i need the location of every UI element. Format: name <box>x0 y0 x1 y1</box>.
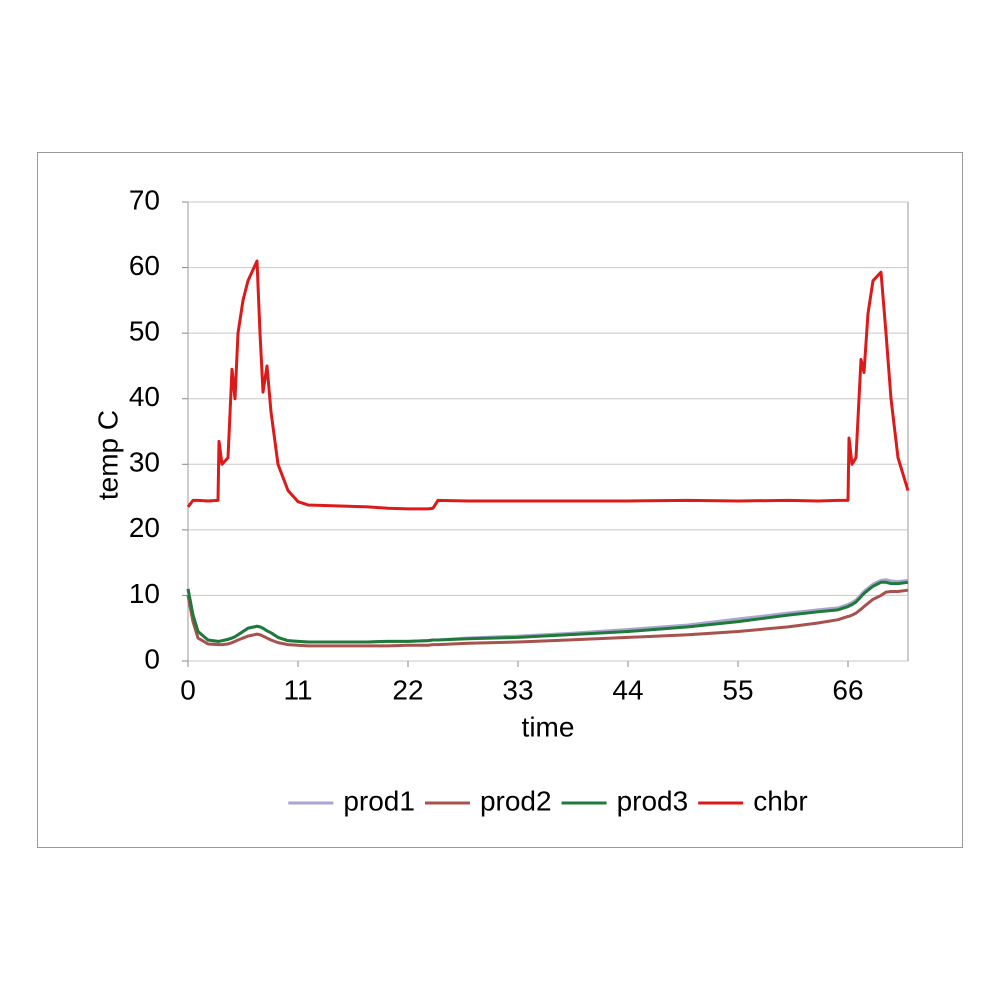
x-tick-label: 33 <box>502 674 533 705</box>
y-tick-label: 10 <box>129 578 160 609</box>
x-tick-label: 11 <box>283 674 312 705</box>
y-tick-label: 20 <box>129 512 160 543</box>
y-tick-label: 50 <box>129 316 160 347</box>
y-tick-label: 0 <box>144 643 160 674</box>
series-line <box>186 259 910 511</box>
legend-label: prod3 <box>617 785 689 816</box>
y-tick-label: 70 <box>129 184 160 215</box>
legend-label: chbr <box>753 785 807 816</box>
y-axis-label: temp C <box>92 410 123 500</box>
x-tick-label: 44 <box>612 674 643 705</box>
legend-label: prod2 <box>480 785 552 816</box>
y-tick-label: 40 <box>129 381 160 412</box>
x-tick-label: 22 <box>392 674 423 705</box>
x-tick-label: 0 <box>180 674 196 705</box>
y-tick-label: 30 <box>129 447 160 478</box>
x-tick-label: 55 <box>722 674 753 705</box>
series-line <box>186 588 909 648</box>
y-tick-label: 60 <box>129 250 160 281</box>
x-tick-label: 66 <box>832 674 863 705</box>
x-axis-label: time <box>522 711 575 742</box>
plot-area <box>187 201 909 662</box>
series-line <box>186 580 909 644</box>
legend-label: prod1 <box>343 785 415 816</box>
